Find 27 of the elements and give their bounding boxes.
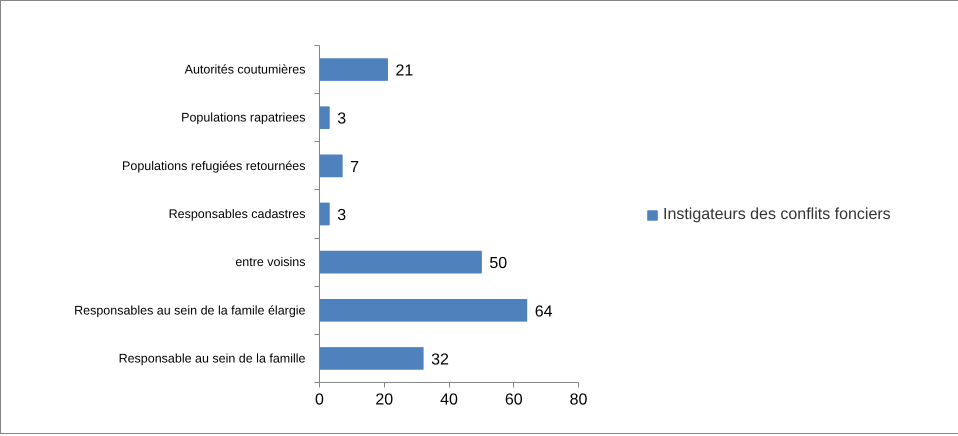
y-tick-label: Populations rapatriees — [181, 110, 306, 125]
data-label: 21 — [395, 62, 414, 80]
y-tick-label: Responsables cadastres — [168, 207, 306, 221]
bar — [320, 58, 388, 81]
x-tick-label: 60 — [504, 392, 523, 408]
y-tick-label: entre voisins — [235, 255, 306, 270]
x-tick-label: 0 — [315, 392, 324, 408]
bar — [320, 250, 482, 274]
bar — [320, 154, 343, 178]
y-tick-label: Autorités coutumières — [184, 62, 306, 77]
y-tick-label: Populations refugiées retournées — [122, 158, 306, 173]
data-label: 3 — [337, 110, 346, 128]
x-tick-label: 40 — [440, 392, 458, 408]
data-label: 32 — [431, 351, 449, 368]
data-label: 50 — [489, 255, 508, 272]
y-tick-label: Responsable au sein de la famille — [118, 351, 306, 366]
x-tick-label: 20 — [375, 392, 394, 408]
data-label: 64 — [534, 303, 553, 320]
x-tick-label: 80 — [570, 392, 588, 408]
legend-label: Instigateurs des conflits fonciers — [663, 206, 891, 224]
data-label: 7 — [350, 158, 360, 176]
bar — [320, 202, 330, 226]
y-tick-label: Responsables au sein de la famile élargie — [74, 303, 306, 318]
bar — [320, 106, 330, 130]
bar — [320, 298, 528, 322]
bar — [320, 347, 424, 370]
data-label: 3 — [337, 207, 346, 224]
